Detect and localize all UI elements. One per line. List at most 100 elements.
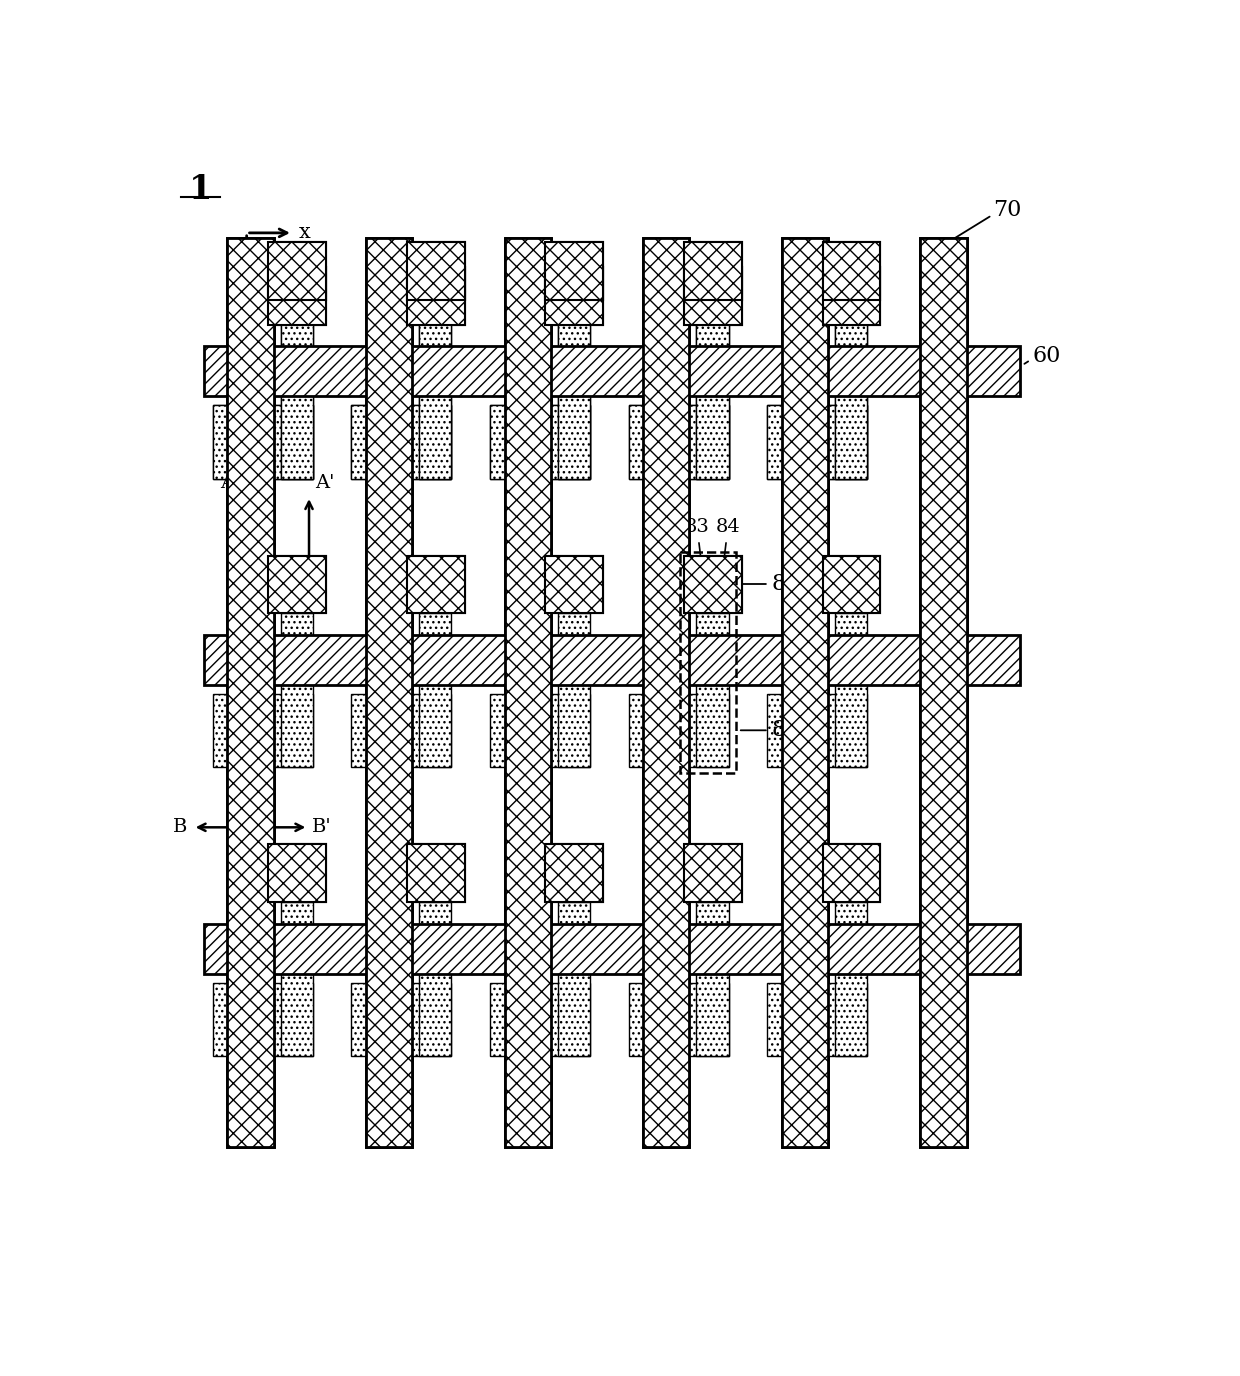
Bar <box>351 406 451 479</box>
Bar <box>227 238 274 1146</box>
Bar <box>213 982 312 1055</box>
Bar <box>835 300 867 479</box>
Bar <box>351 406 451 479</box>
Bar <box>546 242 603 300</box>
Text: 70: 70 <box>993 198 1022 220</box>
Bar <box>407 242 465 300</box>
Bar <box>684 556 742 614</box>
Bar <box>644 238 689 1146</box>
Bar <box>822 242 880 300</box>
Bar <box>768 406 867 479</box>
Bar <box>227 238 274 1146</box>
Bar <box>822 267 880 325</box>
Bar <box>558 300 590 479</box>
Bar <box>407 556 465 614</box>
Bar <box>268 556 326 614</box>
Bar <box>697 903 729 1055</box>
Bar <box>768 982 867 1055</box>
Bar <box>768 694 867 768</box>
Bar <box>419 325 451 479</box>
Bar <box>697 325 729 479</box>
Bar <box>213 406 312 479</box>
Bar <box>490 982 590 1055</box>
Bar <box>268 845 326 903</box>
Bar <box>558 325 590 479</box>
Text: B': B' <box>312 819 332 837</box>
Bar <box>822 556 880 614</box>
Bar <box>558 903 590 1055</box>
Bar <box>268 267 326 325</box>
Bar <box>268 556 326 614</box>
Text: A': A' <box>315 475 335 493</box>
Bar <box>684 845 742 903</box>
Bar <box>768 406 867 479</box>
Text: A: A <box>221 475 234 493</box>
Bar <box>822 267 880 325</box>
Bar <box>681 552 737 773</box>
Bar <box>505 238 551 1146</box>
Bar <box>644 238 689 1146</box>
Bar <box>546 267 603 325</box>
Bar <box>407 845 465 903</box>
Bar <box>213 406 312 479</box>
Bar <box>351 982 451 1055</box>
Bar <box>407 845 465 903</box>
Bar <box>822 845 880 903</box>
Bar <box>822 242 880 300</box>
Bar <box>546 845 603 903</box>
Bar <box>280 300 312 479</box>
Bar <box>822 845 880 903</box>
Text: 60: 60 <box>1032 345 1060 367</box>
Bar <box>419 300 451 479</box>
Bar <box>835 325 867 479</box>
Bar <box>205 347 1021 396</box>
Bar <box>835 614 867 768</box>
Bar <box>280 614 312 768</box>
Bar <box>490 694 590 768</box>
Bar <box>684 845 742 903</box>
Text: x: x <box>299 223 311 242</box>
Bar <box>920 238 967 1146</box>
Bar <box>822 556 880 614</box>
Text: y: y <box>237 293 249 312</box>
Bar <box>558 614 590 768</box>
Bar <box>835 903 867 1055</box>
Bar <box>781 238 828 1146</box>
Text: 1: 1 <box>188 173 212 206</box>
Bar <box>629 694 729 768</box>
Bar <box>268 267 326 325</box>
Bar <box>546 556 603 614</box>
Bar <box>407 556 465 614</box>
Text: B: B <box>174 819 187 837</box>
Bar <box>280 325 312 479</box>
Bar <box>419 903 451 1055</box>
Bar <box>205 634 1021 685</box>
Bar <box>684 556 742 614</box>
Bar <box>684 242 742 300</box>
Bar <box>697 614 729 768</box>
Bar <box>268 845 326 903</box>
Bar <box>366 238 412 1146</box>
Text: 83: 83 <box>684 519 709 537</box>
Bar <box>280 903 312 1055</box>
Bar <box>268 242 326 300</box>
Bar <box>546 242 603 300</box>
Bar <box>505 238 551 1146</box>
Bar <box>407 267 465 325</box>
Bar <box>490 406 590 479</box>
Bar <box>684 242 742 300</box>
Bar <box>351 694 451 768</box>
Bar <box>268 242 326 300</box>
Bar <box>684 267 742 325</box>
Text: 84: 84 <box>715 519 740 537</box>
Text: 81: 81 <box>771 720 800 742</box>
Bar <box>205 923 1021 974</box>
Text: 80: 80 <box>771 572 800 594</box>
Bar <box>546 845 603 903</box>
Bar <box>697 300 729 479</box>
Bar <box>213 694 312 768</box>
Bar <box>546 267 603 325</box>
Bar <box>490 406 590 479</box>
Bar <box>920 238 967 1146</box>
Bar <box>629 406 729 479</box>
